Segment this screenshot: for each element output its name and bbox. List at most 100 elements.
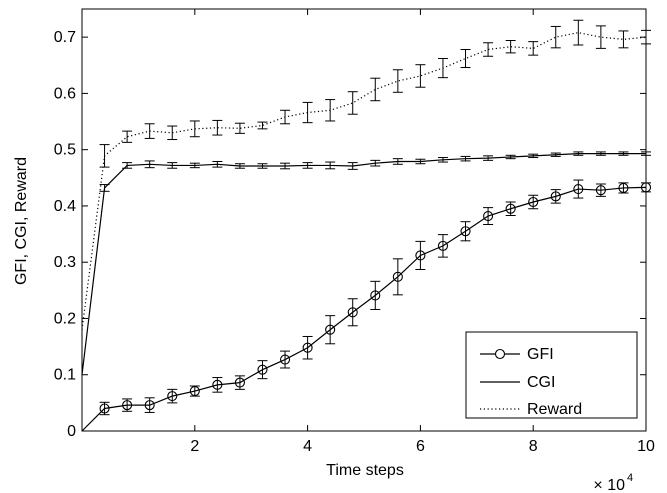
error-bar-reward <box>280 109 291 125</box>
error-bar-gfi <box>189 385 200 397</box>
data-point-gfi <box>370 290 381 301</box>
y-tick-label: 0.5 <box>54 142 76 159</box>
legend-box <box>465 331 638 419</box>
data-point-gfi <box>122 400 133 411</box>
error-bar-cgi <box>144 160 155 169</box>
error-bar-cgi <box>257 163 268 169</box>
y-tick-label: 0.1 <box>54 367 76 384</box>
x-axis-multiplier-exponent: 4 <box>627 472 633 484</box>
error-bar-cgi <box>280 162 291 170</box>
legend-item-cgi: CGI <box>480 374 555 391</box>
error-bar-gfi <box>302 335 313 360</box>
data-point-gfi <box>347 307 358 318</box>
error-bar-cgi <box>212 160 223 168</box>
legend-label-gfi: GFI <box>527 346 554 363</box>
data-point-gfi <box>595 185 606 196</box>
error-bar-reward <box>460 49 471 69</box>
legend: GFI CGI Reward <box>465 331 638 419</box>
error-bar-gfi <box>618 182 629 194</box>
plot-frame <box>81 8 647 432</box>
error-bar-reward <box>437 58 448 79</box>
error-bar-reward <box>505 40 516 54</box>
legend-label-reward: Reward <box>527 401 582 418</box>
error-bar-cgi <box>189 162 200 169</box>
data-point-gfi <box>483 211 494 222</box>
error-bar-reward <box>550 25 561 49</box>
error-bar-cgi <box>437 157 448 163</box>
data-point-gfi <box>279 354 291 365</box>
x-axis-multiplier: × 10 <box>593 477 625 493</box>
series-line-gfi <box>81 186 647 432</box>
error-bar-gfi <box>573 179 584 199</box>
plot-area <box>81 19 652 432</box>
error-bar-reward <box>392 69 403 93</box>
error-bar-cgi <box>595 151 606 156</box>
legend-marker-gfi <box>494 348 506 360</box>
error-bar-gfi <box>280 350 291 369</box>
error-bar-cgi <box>370 159 381 167</box>
error-bar-reward <box>122 130 133 143</box>
error-bar-cgi <box>618 151 629 156</box>
data-point-gfi <box>212 379 223 390</box>
error-bar-gfi <box>370 280 381 310</box>
data-point-gfi <box>99 403 110 414</box>
data-point-gfi <box>550 191 561 202</box>
error-bar-reward <box>483 42 494 57</box>
data-point-gfi <box>167 391 178 402</box>
error-bar-gfi <box>325 315 336 345</box>
error-bar-cgi <box>347 162 358 170</box>
error-bar-gfi <box>257 360 268 380</box>
error-bar-cgi <box>550 152 561 157</box>
error-bar-reward <box>257 121 268 130</box>
legend-label-cgi: CGI <box>527 374 555 391</box>
series-line-cgi <box>81 153 646 375</box>
data-point-gfi <box>618 182 629 193</box>
y-tick-label: 0.4 <box>54 198 76 215</box>
error-bar-reward <box>212 119 223 136</box>
error-bar-reward <box>347 91 358 115</box>
error-bar-reward <box>528 41 539 56</box>
data-point-gfi <box>437 240 449 251</box>
x-tick-label: 8 <box>529 438 538 455</box>
error-bar-cgi <box>325 161 336 170</box>
error-bar-cgi <box>528 153 539 159</box>
data-point-gfi <box>460 226 471 237</box>
error-bar-reward <box>573 19 584 46</box>
data-point-gfi <box>573 184 584 195</box>
data-point-gfi <box>325 324 336 335</box>
data-point-gfi <box>302 342 313 353</box>
error-bar-reward <box>370 77 381 102</box>
data-point-gfi <box>505 203 516 214</box>
data-point-gfi <box>234 377 245 388</box>
x-axis-multiplier-base: × 10 <box>593 477 625 493</box>
error-bar-reward <box>234 122 245 134</box>
error-bar-reward <box>595 25 606 49</box>
error-bar-cgi <box>234 163 245 169</box>
error-bar-gfi <box>347 298 358 327</box>
error-bar-cgi <box>302 162 313 169</box>
error-bar-gfi <box>437 234 448 258</box>
error-bar-reward <box>144 123 155 139</box>
error-bar-cgi <box>392 158 403 165</box>
error-bar-reward <box>302 101 313 124</box>
x-tick-label: 10 <box>637 438 655 455</box>
y-tick-label: 0.2 <box>54 310 76 327</box>
error-bar-reward <box>415 64 426 88</box>
error-bar-gfi <box>483 207 494 226</box>
legend-item-reward: Reward <box>480 401 582 418</box>
error-bar-cgi <box>122 162 133 169</box>
x-tick-label: 2 <box>190 438 199 455</box>
data-point-gfi <box>257 364 268 375</box>
error-bar-cgi <box>415 158 426 165</box>
error-bar-reward <box>189 120 200 138</box>
x-axis-title: Time steps <box>326 462 404 479</box>
error-bar-cgi <box>167 162 178 169</box>
data-point-gfi <box>144 400 155 411</box>
y-tick-label: 0.6 <box>54 85 76 102</box>
error-bar-cgi <box>573 151 584 156</box>
axes: 0 0.1 0.2 0.3 0.4 0.5 0.6 0.7 2 4 6 8 10 <box>54 8 655 455</box>
data-point-gfi <box>189 386 200 397</box>
series-line-reward <box>81 32 647 330</box>
error-bar-cgi <box>505 154 516 160</box>
